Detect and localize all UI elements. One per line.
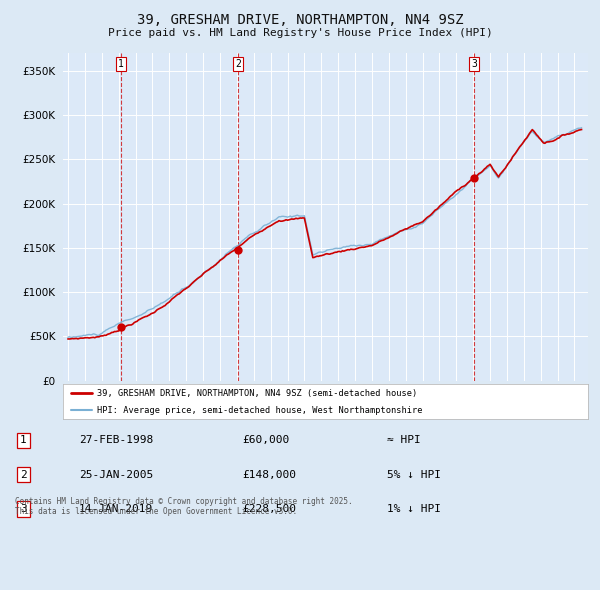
Text: £148,000: £148,000 xyxy=(242,470,296,480)
Text: 14-JAN-2019: 14-JAN-2019 xyxy=(79,504,153,514)
Text: 39, GRESHAM DRIVE, NORTHAMPTON, NN4 9SZ: 39, GRESHAM DRIVE, NORTHAMPTON, NN4 9SZ xyxy=(137,13,463,27)
Text: 2: 2 xyxy=(235,59,241,68)
Text: 3: 3 xyxy=(471,59,477,68)
Text: 3: 3 xyxy=(20,504,27,514)
Text: Price paid vs. HM Land Registry's House Price Index (HPI): Price paid vs. HM Land Registry's House … xyxy=(107,28,493,38)
Text: ≈ HPI: ≈ HPI xyxy=(388,435,421,445)
Text: HPI: Average price, semi-detached house, West Northamptonshire: HPI: Average price, semi-detached house,… xyxy=(97,405,422,415)
Text: 1: 1 xyxy=(118,59,124,68)
Text: 5% ↓ HPI: 5% ↓ HPI xyxy=(388,470,442,480)
Text: Contains HM Land Registry data © Crown copyright and database right 2025.
This d: Contains HM Land Registry data © Crown c… xyxy=(15,497,352,516)
Text: 25-JAN-2005: 25-JAN-2005 xyxy=(79,470,153,480)
Text: £60,000: £60,000 xyxy=(242,435,289,445)
Text: £228,500: £228,500 xyxy=(242,504,296,514)
Text: 39, GRESHAM DRIVE, NORTHAMPTON, NN4 9SZ (semi-detached house): 39, GRESHAM DRIVE, NORTHAMPTON, NN4 9SZ … xyxy=(97,389,418,398)
Text: 27-FEB-1998: 27-FEB-1998 xyxy=(79,435,153,445)
Text: 1% ↓ HPI: 1% ↓ HPI xyxy=(388,504,442,514)
Text: 1: 1 xyxy=(20,435,27,445)
Text: 2: 2 xyxy=(20,470,27,480)
